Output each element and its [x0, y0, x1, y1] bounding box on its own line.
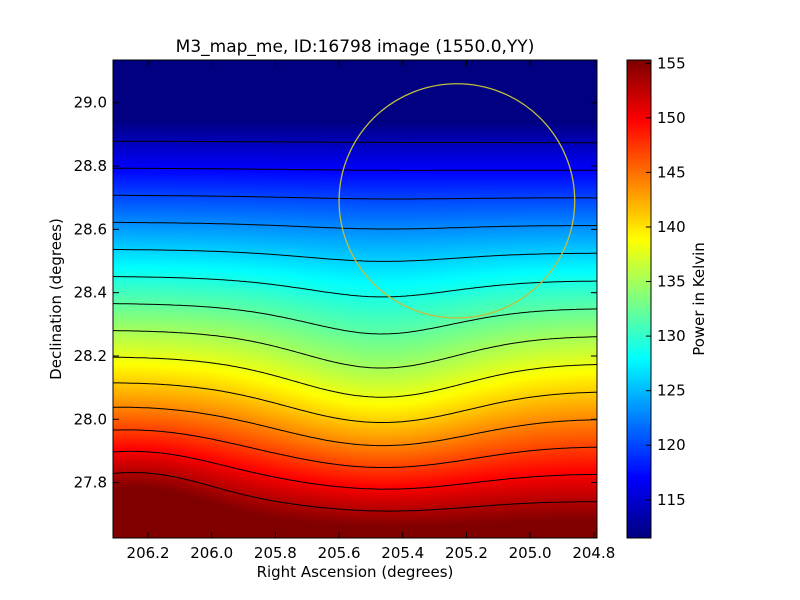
y-axis-label: Declination (degrees) — [47, 218, 65, 380]
y-axis: 27.8 28.0 28.2 28.4 28.6 28.8 29.0 — [74, 94, 597, 492]
chart-title: M3_map_me, ID:16798 image (1550.0,YY) — [176, 37, 535, 57]
contour-line — [113, 450, 597, 490]
colorbar-tick-label: 145 — [657, 163, 686, 181]
contour-line — [113, 167, 597, 171]
contour-line — [113, 382, 597, 423]
colorbar-frame — [626, 59, 652, 539]
colorbar-label: Power in Kelvin — [690, 242, 708, 356]
contour-line — [113, 472, 597, 512]
colorbar-tick-label: 115 — [657, 491, 686, 509]
colorbar-tick-label: 150 — [657, 109, 686, 127]
x-tick-label: 205.6 — [318, 544, 361, 562]
plot-frame — [112, 59, 598, 539]
contour-lines — [113, 140, 597, 512]
plot-area — [112, 59, 598, 539]
contour-line — [113, 140, 597, 144]
colorbar-tick-label: 140 — [657, 218, 686, 236]
y-tick-label: 28.4 — [74, 284, 107, 302]
field-of-view-circle — [338, 83, 576, 319]
contour-line — [113, 303, 597, 335]
x-tick-label: 206.0 — [190, 544, 233, 562]
contour-line — [113, 276, 597, 298]
x-tick-label: 205.0 — [509, 544, 552, 562]
colorbar-ticks: 115 120 125 130 135 140 145 150 155 — [646, 54, 686, 509]
colorbar-tick-label: 135 — [657, 273, 686, 291]
y-tick-label: 28.6 — [74, 220, 107, 238]
x-tick-label: 204.8 — [572, 544, 615, 562]
y-tick-label: 29.0 — [74, 94, 107, 112]
x-tick-label: 205.4 — [381, 544, 424, 562]
contour-line — [113, 194, 597, 200]
colorbar-tick-label: 120 — [657, 436, 686, 454]
colorbar-tick-label: 130 — [657, 327, 686, 345]
contour-line — [113, 429, 597, 468]
contour-line — [113, 330, 597, 369]
x-axis-label: Right Ascension (degrees) — [257, 563, 454, 581]
colorbar-tick-label: 125 — [657, 382, 686, 400]
contour-line — [113, 221, 597, 230]
y-tick-label: 27.8 — [74, 474, 107, 492]
x-axis: 206.2 206.0 205.8 205.6 205.4 205.2 205.0 204.8 — [127, 60, 615, 562]
contour-line — [113, 406, 597, 447]
y-tick-label: 28.0 — [74, 410, 107, 428]
y-tick-label: 28.8 — [74, 157, 107, 175]
x-tick-label: 206.2 — [127, 544, 170, 562]
x-tick-label: 205.8 — [254, 544, 297, 562]
colorbar-tick-label: 155 — [657, 54, 686, 72]
contour-line — [113, 356, 597, 398]
colorbar-gradient — [627, 60, 651, 538]
y-tick-label: 28.2 — [74, 347, 107, 365]
x-tick-label: 205.2 — [445, 544, 488, 562]
colorbar: 115 120 125 130 135 140 145 150 155 — [626, 54, 686, 539]
